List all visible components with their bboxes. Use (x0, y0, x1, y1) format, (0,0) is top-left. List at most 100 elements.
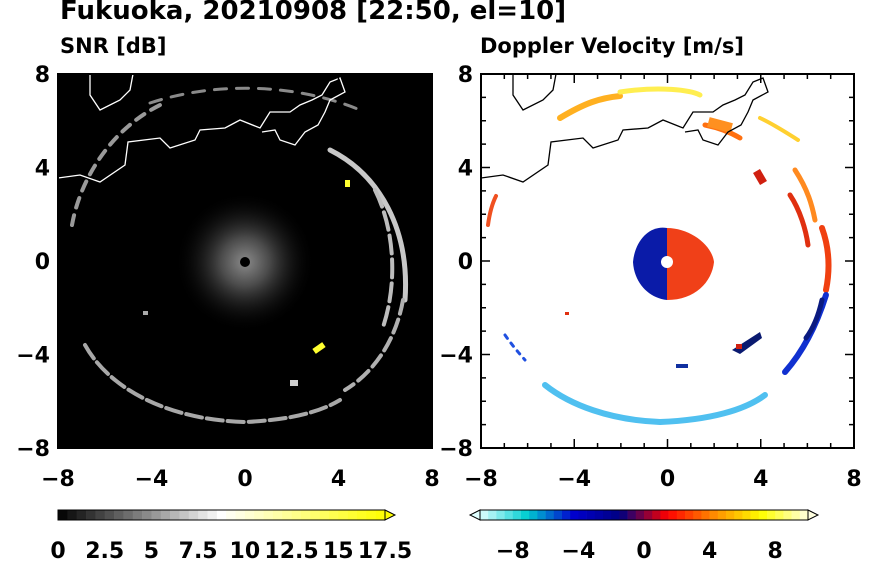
snr-colorbar-bin (58, 510, 68, 520)
snr-colorbar-bin (207, 510, 218, 520)
velocity-ytick-label: 4 (458, 157, 473, 182)
velocity-arc-south (542, 382, 768, 426)
velocity-arc-south-west (503, 333, 527, 362)
velocity-colorbar-bin (791, 510, 801, 520)
snr-colorbar-tick-label: 10 (230, 539, 261, 564)
snr-colorbar-bin (244, 510, 255, 520)
snr-ytick-label: −8 (16, 437, 50, 462)
figure-title: Fukuoka, 20210908 [22:50, el=10] (60, 0, 567, 26)
velocity-colorbar-tick-label: 4 (702, 539, 717, 564)
snr-xtick-label: 8 (424, 467, 439, 492)
velocity-arc-north-west (557, 93, 623, 121)
velocity-colorbar-max-arrow (807, 509, 820, 521)
velocity-colorbar-bin (570, 510, 579, 520)
snr-colorbar-bin (104, 510, 115, 520)
snr-coastline (58, 74, 346, 183)
velocity-panel-title: Doppler Velocity [m/s] (480, 34, 744, 58)
snr-colorbar-bin (142, 510, 152, 520)
velocity-xtick-label: 8 (846, 467, 861, 492)
snr-colorbar-max-arrow (384, 509, 397, 521)
snr-colorbar-bin (179, 510, 190, 520)
velocity-xtick-label: −8 (464, 467, 498, 492)
snr-colorbar-bin (254, 510, 264, 520)
snr-ytick-label: 8 (35, 63, 50, 88)
snr-xtick-label: −4 (135, 467, 169, 492)
snr-echo-speck (143, 311, 148, 315)
snr-colorbar-tick-label: 0 (50, 539, 65, 564)
velocity-colorbar-bin (644, 510, 653, 520)
snr-xtick-label: 0 (237, 467, 252, 492)
velocity-colorbar-tick-label: −8 (496, 539, 530, 564)
velocity-colorbar-bin (717, 510, 727, 520)
snr-echo-ring (70, 86, 409, 425)
snr-colorbar-bin (272, 510, 283, 520)
velocity-colorbar-bin (799, 510, 809, 520)
velocity-colorbar-bin (603, 510, 612, 520)
velocity-colorbar-bin (635, 510, 645, 520)
snr-colorbar-bin (67, 510, 77, 520)
snr-colorbar-bin (86, 510, 96, 520)
snr-colorbar-tick-label: 5 (144, 539, 159, 564)
snr-colorbar-bin (347, 510, 358, 520)
velocity-cell-coast (707, 117, 733, 133)
velocity-arc-north (617, 86, 703, 98)
snr-high-cell-north (345, 180, 350, 187)
velocity-ytick-label: −8 (439, 437, 473, 462)
velocity-colorbar-bin (701, 510, 710, 520)
snr-radar-center (240, 257, 250, 267)
velocity-colorbar-bin (660, 510, 669, 520)
velocity-arc-south-east-dark (803, 297, 825, 341)
snr-colorbar-bin (170, 510, 180, 520)
velocity-colorbar-bin (742, 510, 751, 520)
snr-colorbar-tick-label: 2.5 (85, 539, 124, 564)
velocity-colorbar-tick-label: 8 (768, 539, 783, 564)
snr-colorbar-bin (123, 510, 134, 520)
snr-colorbar-bin (188, 510, 199, 520)
snr-colorbar-bin (160, 510, 171, 520)
velocity-colorbar-bin (496, 510, 505, 520)
snr-colorbar-bin (216, 510, 227, 520)
velocity-colorbar-bin (668, 510, 678, 520)
velocity-arc-north-east-far (758, 116, 800, 142)
velocity-arc-east-lower (819, 225, 832, 293)
snr-echo-arc-east (327, 147, 409, 303)
velocity-cell-north-east (753, 168, 767, 186)
velocity-colorbar-bin (676, 510, 686, 520)
snr-ticks: −8 −4 0 4 8 8 4 0 −4 −8 (16, 63, 439, 492)
snr-colorbar-bin (328, 510, 339, 520)
snr-colorbar-bin (300, 510, 311, 520)
velocity-colorbar-bin (553, 510, 563, 520)
velocity-near-receding (667, 228, 714, 300)
snr-echo-arc-south (83, 343, 342, 425)
snr-colorbar-bin (375, 510, 386, 520)
velocity-colorbar-frame (479, 509, 809, 521)
snr-colorbar-tick-label: 7.5 (179, 539, 218, 564)
velocity-colorbar-bin (726, 510, 735, 520)
velocity-colorbar-bin (537, 510, 546, 520)
snr-colorbar-bin (356, 510, 367, 520)
velocity-xtick-label: 0 (660, 467, 675, 492)
velocity-colorbar-bin (578, 510, 587, 520)
velocity-colorbar-bin (767, 510, 776, 520)
velocity-colorbar-bin (783, 510, 792, 520)
velocity-colorbar-bin (685, 510, 694, 520)
velocity-colorbar-bin (594, 510, 604, 520)
snr-echo-arc-west (70, 103, 162, 227)
snr-colorbar-bin (338, 510, 348, 520)
velocity-arc-west (486, 194, 498, 227)
velocity-colorbar-bin (611, 510, 620, 520)
velocity-ticks: −8 −4 0 4 8 8 4 0 −4 −8 (439, 63, 861, 492)
snr-colorbar-bin (114, 510, 124, 520)
velocity-colorbar-bin (529, 510, 538, 520)
velocity-radar-center (661, 256, 673, 268)
velocity-colorbar-min-arrow (468, 509, 481, 521)
velocity-colorbar-bin (758, 510, 768, 520)
velocity-colorbar-bin (504, 510, 514, 520)
snr-colorbar-bin (76, 510, 87, 520)
velocity-colorbar-bin (652, 510, 661, 520)
velocity-coastline (481, 74, 769, 183)
snr-colorbar-tick-label: 17.5 (358, 539, 412, 564)
snr-colorbar-bin (282, 510, 292, 520)
velocity-colorbar-bin (627, 510, 637, 520)
